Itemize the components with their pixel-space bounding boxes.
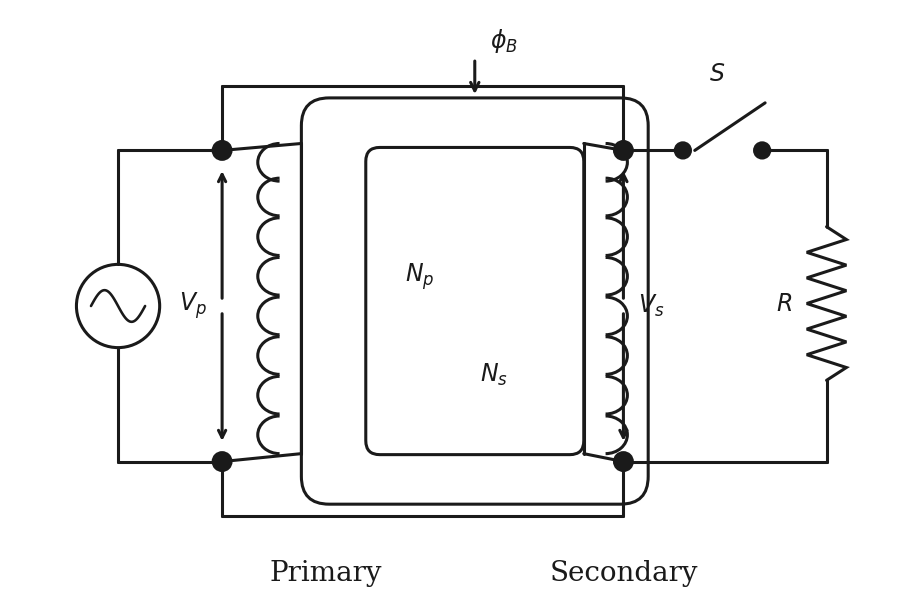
Text: $N_s$: $N_s$ [480, 362, 508, 389]
Circle shape [676, 143, 690, 158]
FancyBboxPatch shape [301, 98, 649, 504]
FancyBboxPatch shape [366, 147, 584, 455]
Text: $S$: $S$ [710, 62, 726, 86]
Text: $V_s$: $V_s$ [639, 293, 665, 319]
Circle shape [213, 453, 231, 470]
Circle shape [614, 453, 632, 470]
Text: Secondary: Secondary [549, 560, 697, 587]
Text: $R$: $R$ [776, 291, 792, 315]
Text: $V_p$: $V_p$ [179, 291, 207, 321]
Text: $\phi_B$: $\phi_B$ [490, 27, 518, 56]
Circle shape [755, 143, 769, 158]
Text: Primary: Primary [270, 560, 382, 587]
Text: $N_p$: $N_p$ [405, 261, 435, 291]
Circle shape [614, 142, 632, 159]
Circle shape [213, 142, 231, 159]
